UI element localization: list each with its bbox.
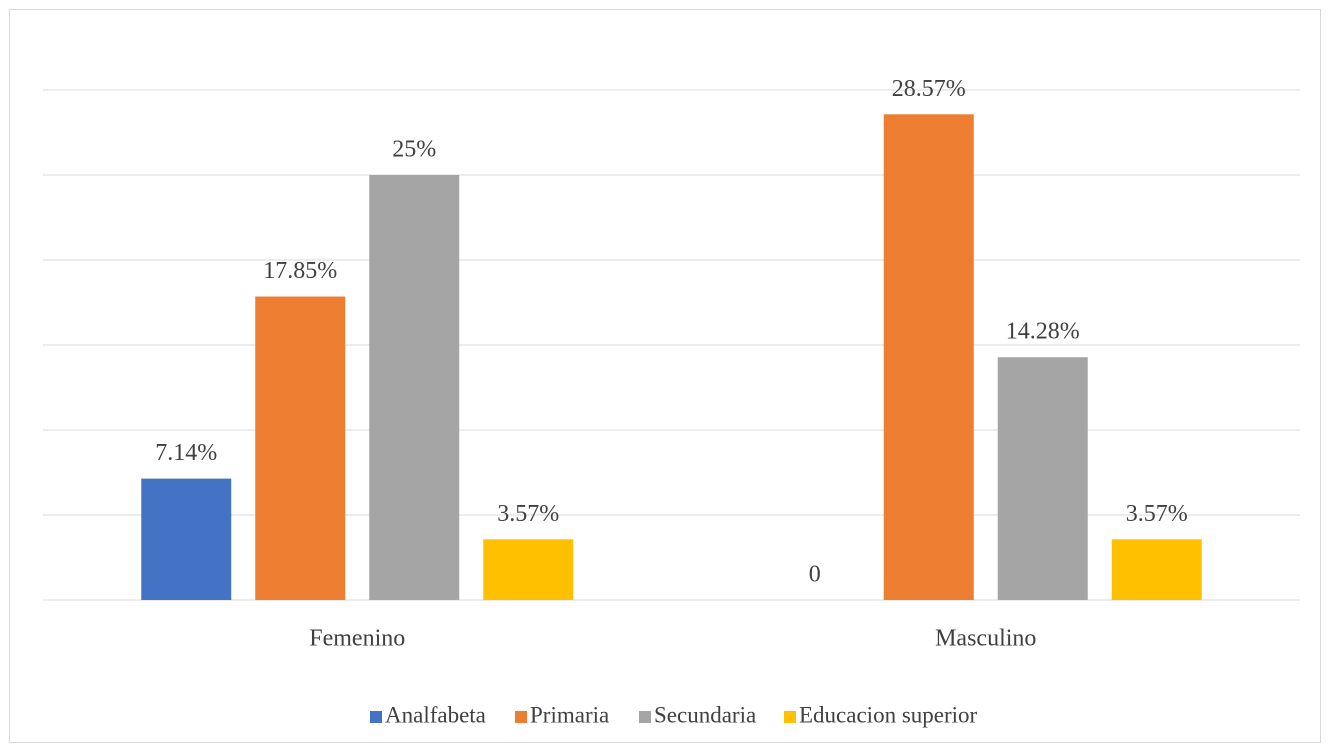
legend-swatch — [515, 711, 527, 723]
legend-swatch — [639, 711, 651, 723]
data-label: 28.57% — [892, 76, 966, 102]
legend-label: Analfabeta — [385, 702, 486, 727]
bar — [369, 175, 460, 600]
bar — [483, 539, 574, 600]
chart-border — [9, 9, 1321, 743]
x-tick-label: Femenino — [309, 626, 405, 652]
legend-swatch — [370, 711, 382, 723]
data-label: 0 — [809, 562, 821, 588]
bar — [997, 357, 1088, 600]
data-label: 7.14% — [155, 440, 217, 466]
legend-label: Primaria — [530, 702, 609, 727]
bar — [255, 296, 346, 600]
legend-label: Secundaria — [654, 702, 756, 727]
data-label: 3.57% — [1126, 501, 1188, 527]
data-label: 25% — [392, 137, 436, 163]
x-tick-label: Masculino — [935, 626, 1036, 652]
legend-swatch — [784, 711, 796, 723]
bar — [1111, 539, 1202, 600]
data-label: 14.28% — [1006, 319, 1080, 345]
data-label: 3.57% — [497, 501, 559, 527]
data-label: 17.85% — [263, 258, 337, 284]
legend-label: Educacion superior — [799, 702, 978, 727]
bar — [141, 478, 232, 600]
bar — [883, 114, 974, 600]
